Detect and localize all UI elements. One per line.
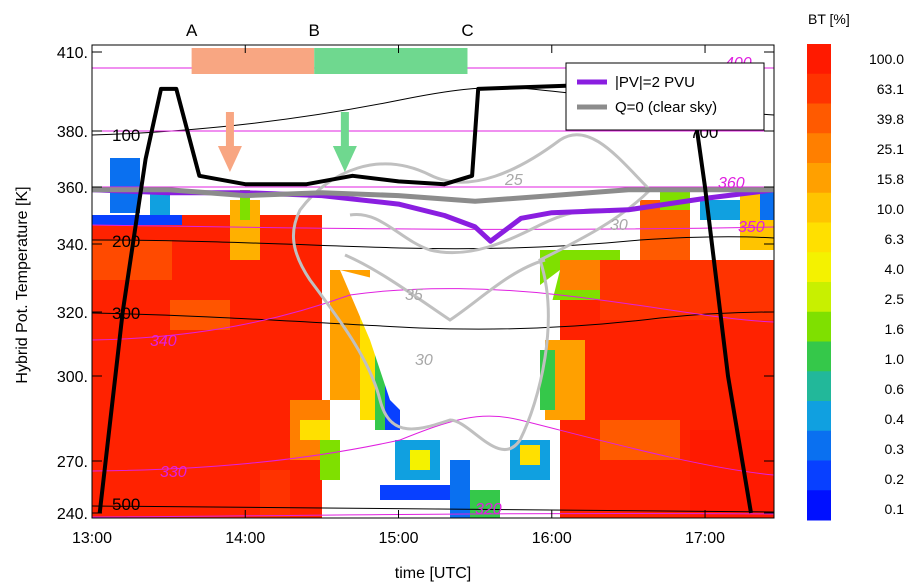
colorbar-swatch [807,192,831,223]
contour-label-350: 350 [738,219,765,236]
segment-label-b: B [309,21,320,40]
arrow-shaft-0 [225,112,234,148]
contour-label-300: 300 [112,304,140,323]
colorbar-tick-label: 0.1 [885,501,905,517]
x-tick-label: 14:00 [225,530,265,547]
legend-label-q0: Q=0 (clear sky) [615,99,717,116]
colorbar-swatch [807,282,831,313]
contour-label-500: 500 [112,495,140,514]
colorbar-swatch [807,73,831,104]
colorbar-tick-label: 0.2 [885,471,905,487]
segment-bar-b [314,48,468,74]
contour-labels: 100 200 300 500 700 400 360 350 340 330 … [112,55,765,518]
y-tick-label: 340. [57,237,88,254]
contour-label-grey-35: 35 [405,287,423,304]
y-tick-label: 320. [57,305,88,322]
colorbar-tick-label: 0.6 [885,381,905,397]
colorbar-tick-label: 39.8 [877,111,904,127]
x-tick-label: 17:00 [685,530,725,547]
colorbar-swatch [807,103,831,134]
contour-label-grey-30b: 30 [415,352,433,369]
x-axis: 13:00 14:00 15:00 16:00 17:00 [72,45,725,547]
y-tick-label: 270. [57,454,88,471]
y-tick-label: 360. [57,180,88,197]
segment-label-c: C [461,21,473,40]
colorbar-swatch [807,430,831,461]
x-tick-label: 16:00 [532,530,572,547]
contour-label-100: 100 [112,126,140,145]
plot-frame [91,44,775,519]
segment-label-a: A [186,21,198,40]
y-axis-title: Hybrid Pot. Temperature [K] [14,186,31,383]
colorbar-swatch [807,371,831,402]
colorbar-swatch [807,133,831,164]
colorbar-swatch [807,252,831,283]
colorbar-swatch [807,490,831,521]
x-axis-title: time [UTC] [395,565,471,582]
legend-label-pv: |PV|=2 PVU [615,74,695,91]
colorbar-tick-label: 15.8 [877,171,904,187]
series-line-q-0-clear-sky- [92,187,774,204]
contour-label-320: 320 [475,501,502,518]
arrow-layer [217,112,357,172]
colorbar-tick-label: 0.4 [885,411,905,427]
colorbar-title: BT [%] [808,11,850,27]
contour-label-360: 360 [718,175,745,192]
arrow-head-0 [217,146,242,172]
x-tick-label: 13:00 [72,530,112,547]
colorbar-swatch [807,401,831,432]
series-line--pv-2-pvu [92,187,774,244]
colorbar-tick-label: 25.1 [877,141,904,157]
y-tick-label: 380. [57,124,88,141]
colorbar: 100.0 63.1 39.8 25.1 15.8 10.0 6.3 4.0 2.5 1.6 1.0… [807,44,904,521]
y-tick-label: 410. [57,45,88,62]
colorbar-tick-label: 1.6 [885,321,905,337]
colorbar-swatch [807,311,831,342]
colorbar-swatch [807,222,831,253]
legend-box [565,62,765,131]
contour-label-340: 340 [150,333,177,350]
arrow-head-1 [332,146,357,172]
x-tick-label: 15:00 [378,530,418,547]
contour-label-330: 330 [160,464,187,481]
colorbar-swatch [807,460,831,491]
colorbar-swatch [807,163,831,194]
legend: |PV|=2 PVU Q=0 (clear sky) [565,62,765,131]
colorbar-swatch [807,341,831,372]
y-tick-label: 240. [57,506,88,523]
colorbar-tick-label: 10.0 [877,201,904,217]
colorbar-tick-label: 2.5 [885,291,905,307]
colorbar-tick-label: 0.3 [885,441,905,457]
colorbar-swatch [807,44,831,75]
arrow-shaft-1 [340,112,349,148]
y-axis: 240. 270. 300. 320. 340. 360. 380. 410. [57,45,774,523]
segment-bar-a [191,48,315,74]
contour-label-grey-30: 30 [610,217,628,234]
colorbar-tick-label: 100.0 [869,51,904,67]
contour-label-grey-25: 25 [504,172,523,189]
colorbar-tick-label: 6.3 [885,231,905,247]
segment-layer: A B C [186,21,474,74]
colorbar-tick-label: 4.0 [885,261,905,277]
colorbar-tick-label: 1.0 [885,351,905,367]
contour-label-200: 200 [112,232,140,251]
y-tick-label: 300. [57,369,88,386]
colorbar-tick-label: 63.1 [877,81,904,97]
